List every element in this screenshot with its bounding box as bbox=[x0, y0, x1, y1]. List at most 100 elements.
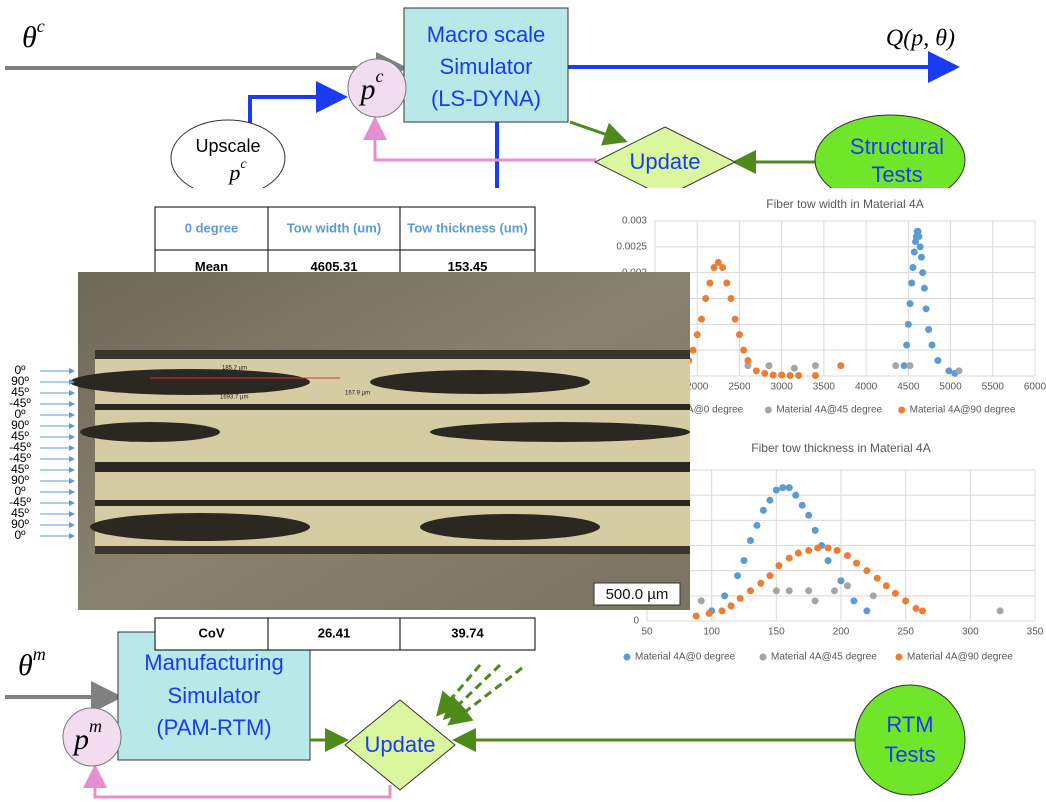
point bbox=[907, 362, 914, 369]
chart-title: Fiber tow width in Material 4A bbox=[766, 197, 923, 211]
macro-loop: θc Q(p, θ) Macro scale Simulator (LS-DYN… bbox=[5, 8, 965, 205]
point bbox=[778, 371, 785, 378]
output-label: Q(p, θ) bbox=[886, 26, 955, 52]
point bbox=[753, 522, 760, 529]
header-text: Tow width (um) bbox=[287, 220, 381, 235]
tests-label: Tests bbox=[871, 162, 922, 187]
point bbox=[728, 295, 735, 302]
legend-swatch bbox=[760, 654, 767, 661]
annotation: 1693.7 µm bbox=[220, 395, 248, 401]
upscale-label: Upscale bbox=[195, 136, 260, 156]
point bbox=[892, 362, 899, 369]
point bbox=[766, 497, 773, 504]
header-text: 0 degree bbox=[185, 220, 238, 235]
symbol: θ bbox=[18, 649, 33, 682]
point bbox=[698, 316, 705, 323]
tow bbox=[95, 404, 690, 410]
scale-label: 500.0 µm bbox=[606, 586, 669, 603]
symbol: p bbox=[227, 160, 240, 185]
point bbox=[838, 577, 845, 584]
tests-label: Structural bbox=[850, 134, 944, 159]
x-tick-label: 150 bbox=[768, 627, 785, 638]
point bbox=[892, 590, 899, 597]
point bbox=[812, 527, 819, 534]
point bbox=[837, 362, 844, 369]
point bbox=[918, 254, 925, 261]
point bbox=[913, 605, 920, 612]
superscript: c bbox=[376, 66, 384, 86]
annotation: 167.9 µm bbox=[345, 391, 370, 397]
point bbox=[883, 582, 890, 589]
point bbox=[850, 597, 857, 604]
point bbox=[814, 545, 821, 552]
x-tick-label: 5000 bbox=[939, 382, 962, 393]
layer-labels: 0º90º45º-45º0º90º45º-45º-45º45º90º0º-45º… bbox=[9, 363, 74, 542]
x-tick-label: 350 bbox=[1027, 627, 1044, 638]
symbol: θ bbox=[22, 21, 37, 54]
point bbox=[844, 582, 851, 589]
point bbox=[747, 587, 754, 594]
cell-text: 153.45 bbox=[448, 259, 488, 274]
point bbox=[698, 597, 705, 604]
tests-node bbox=[855, 685, 965, 795]
point bbox=[732, 316, 739, 323]
point bbox=[928, 342, 935, 349]
x-tick-label: 250 bbox=[897, 627, 914, 638]
point bbox=[736, 331, 743, 338]
point bbox=[792, 492, 799, 499]
update-label: Update bbox=[630, 149, 701, 174]
annotation: 185.2 µm bbox=[222, 366, 247, 372]
dashed-links bbox=[440, 665, 522, 722]
legend-swatch bbox=[765, 407, 772, 414]
tests-label: Tests bbox=[884, 742, 935, 767]
cell-text: Mean bbox=[195, 259, 228, 274]
point bbox=[740, 347, 747, 354]
point bbox=[737, 595, 744, 602]
simulator-label: Simulator bbox=[440, 54, 533, 79]
point bbox=[723, 280, 730, 287]
point bbox=[909, 264, 916, 271]
x-tick-label: 4000 bbox=[855, 382, 878, 393]
point bbox=[690, 347, 697, 354]
update-label: Update bbox=[365, 732, 436, 757]
legend-label: Material 4A@45 degree bbox=[771, 652, 877, 663]
page: θc Q(p, θ) Macro scale Simulator (LS-DYN… bbox=[0, 0, 1046, 802]
theta-c: θc bbox=[22, 16, 45, 54]
cell-text: 39.74 bbox=[451, 625, 484, 640]
tow bbox=[420, 514, 600, 540]
legend-label: Material 4A@90 degree bbox=[910, 405, 1016, 416]
point bbox=[834, 547, 841, 554]
x-tick-label: 6000 bbox=[1024, 382, 1046, 393]
simulator-label: (LS-DYNA) bbox=[431, 86, 541, 111]
tow bbox=[70, 369, 310, 395]
legend-swatch bbox=[898, 407, 905, 414]
point bbox=[744, 357, 751, 364]
y-tick-label: 0.003 bbox=[622, 216, 647, 227]
point bbox=[693, 612, 700, 619]
point bbox=[779, 484, 786, 491]
legend-label: Material 4A@90 degree bbox=[907, 652, 1013, 663]
y-tick-label: 0 bbox=[633, 616, 639, 627]
point bbox=[773, 487, 780, 494]
upscale-node bbox=[171, 120, 285, 196]
tow bbox=[95, 350, 690, 359]
tests-label: RTM bbox=[886, 712, 933, 737]
point bbox=[831, 587, 838, 594]
point bbox=[773, 587, 780, 594]
point bbox=[795, 372, 802, 379]
point bbox=[915, 233, 922, 240]
point bbox=[934, 357, 941, 364]
tow bbox=[90, 513, 310, 541]
point bbox=[706, 610, 713, 617]
point bbox=[766, 362, 773, 369]
point bbox=[728, 602, 735, 609]
point bbox=[997, 607, 1004, 614]
point bbox=[786, 484, 793, 491]
point bbox=[805, 587, 812, 594]
point bbox=[761, 370, 768, 377]
point bbox=[719, 264, 726, 271]
point bbox=[911, 249, 918, 256]
x-tick-label: 3500 bbox=[813, 382, 836, 393]
point bbox=[870, 592, 877, 599]
point bbox=[923, 305, 930, 312]
